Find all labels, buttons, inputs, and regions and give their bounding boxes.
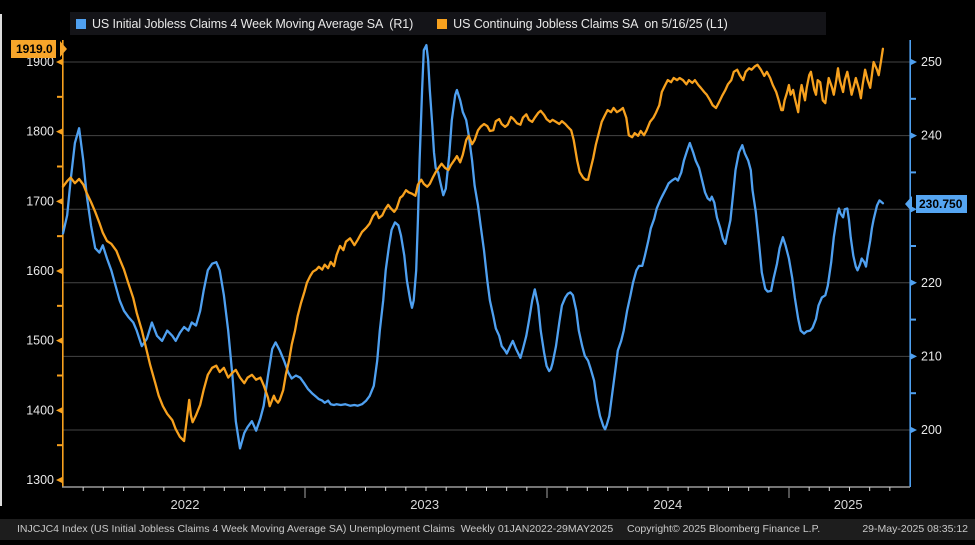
right-axis-tick-label: 250: [921, 55, 942, 69]
x-axis-year-label: 2025: [834, 497, 863, 512]
blue-series-swatch-icon: [76, 18, 86, 29]
right-axis-line: [909, 40, 911, 487]
left-axis-major-tick: [56, 406, 63, 414]
right-axis-minor-tick: [911, 245, 916, 247]
right-axis-major-tick: [910, 352, 917, 360]
x-axis-year-label: 2022: [171, 497, 200, 512]
left-axis-minor-tick: [57, 374, 62, 377]
right-axis-major-tick: [910, 132, 917, 140]
x-axis-year-label: 2024: [653, 497, 682, 512]
footer-status-bar: INJCJC4 Index (US Initial Jobless Claims…: [0, 519, 975, 540]
right-axis-major-tick: [910, 426, 917, 434]
left-axis-tick-label: 1800: [26, 125, 54, 139]
left-axis-tick-label: 1400: [26, 403, 54, 417]
left-axis-minor-tick: [57, 95, 62, 98]
left-axis-line: [62, 40, 64, 487]
left-axis-minor-tick: [57, 235, 62, 238]
right-axis-major-tick: [910, 279, 917, 287]
last-value-tag-continuing-claims: 1919.0: [7, 39, 67, 58]
left-axis-major-tick: [56, 197, 63, 205]
series-line-initial-claims: [61, 43, 885, 450]
legend-label-initial-claims: US Initial Jobless Claims 4 Week Moving …: [92, 16, 414, 31]
footer-timestamp: 29-May-2025 08:35:12: [862, 523, 968, 535]
last-value-tag-initial-claims: 230.750: [905, 194, 971, 213]
left-axis-major-tick: [56, 337, 63, 345]
right-axis-tick-label: 220: [921, 276, 942, 290]
right-axis-major-tick: [910, 58, 917, 66]
left-axis-major-tick: [56, 267, 63, 275]
right-axis-tick-label: 210: [921, 349, 942, 363]
orange-series-swatch-icon: [437, 18, 448, 29]
legend: US Initial Jobless Claims 4 Week Moving …: [70, 12, 826, 35]
window-edge-highlight: [0, 14, 2, 506]
footer-copyright: Copyright© 2025 Bloomberg Finance L.P.: [627, 523, 821, 535]
x-axis-year-label: 2023: [410, 497, 439, 512]
left-axis-minor-tick: [57, 304, 62, 307]
left-axis-minor-tick: [57, 444, 62, 447]
legend-item-continuing-claims[interactable]: US Continuing Jobless Claims SA on 5/16/…: [437, 17, 728, 31]
legend-label-continuing-claims: US Continuing Jobless Claims SA on 5/16/…: [453, 16, 728, 31]
left-axis-tick-label: 1900: [26, 55, 54, 69]
right-axis-minor-tick: [911, 97, 916, 100]
footer-security-description: INJCJC4 Index (US Initial Jobless Claims…: [17, 523, 614, 535]
legend-item-initial-claims[interactable]: US Initial Jobless Claims 4 Week Moving …: [76, 17, 413, 31]
left-axis-major-tick: [56, 58, 63, 66]
left-axis-minor-tick: [57, 165, 62, 168]
left-axis-tick-label: 1700: [26, 194, 54, 208]
right-axis-minor-tick: [911, 392, 916, 395]
right-axis-tick-label: 240: [921, 129, 942, 143]
left-axis-tick-label: 1600: [26, 264, 54, 278]
left-axis-major-tick: [56, 476, 63, 484]
left-axis-tick-label: 1300: [26, 473, 54, 487]
right-axis-minor-tick: [911, 318, 916, 321]
left-axis-major-tick: [56, 128, 63, 136]
series-line-continuing-claims: [61, 47, 885, 443]
left-axis-tick-label: 1500: [26, 334, 54, 348]
right-axis-tick-label: 200: [921, 423, 942, 437]
right-axis-minor-tick: [911, 171, 916, 174]
